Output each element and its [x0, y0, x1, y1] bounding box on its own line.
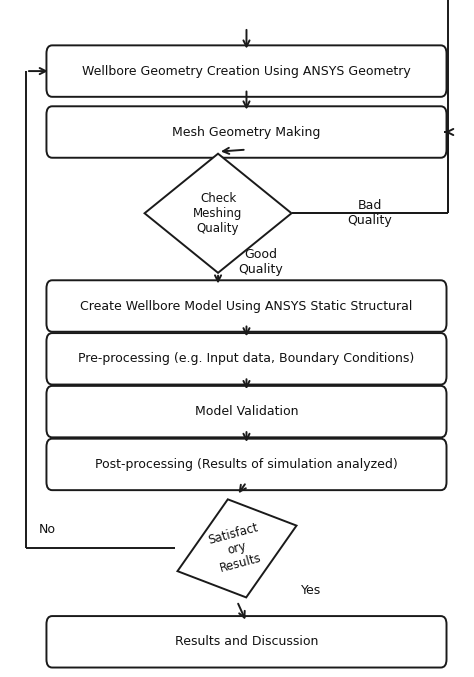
Text: No: No — [39, 523, 56, 536]
Polygon shape — [177, 500, 297, 597]
Text: Results and Discussion: Results and Discussion — [175, 635, 318, 649]
Text: Good
Quality: Good Quality — [238, 248, 283, 276]
FancyBboxPatch shape — [46, 616, 447, 668]
FancyBboxPatch shape — [46, 45, 447, 97]
Text: Yes: Yes — [301, 584, 321, 597]
FancyBboxPatch shape — [46, 333, 447, 385]
Text: Pre-processing (e.g. Input data, Boundary Conditions): Pre-processing (e.g. Input data, Boundar… — [78, 352, 415, 366]
Text: Create Wellbore Model Using ANSYS Static Structural: Create Wellbore Model Using ANSYS Static… — [80, 299, 413, 313]
FancyBboxPatch shape — [46, 439, 447, 490]
FancyBboxPatch shape — [46, 106, 447, 158]
Text: Model Validation: Model Validation — [195, 405, 298, 418]
Text: Bad
Quality: Bad Quality — [347, 199, 392, 227]
FancyBboxPatch shape — [46, 386, 447, 437]
Text: Mesh Geometry Making: Mesh Geometry Making — [172, 125, 321, 139]
Text: Check
Meshing
Quality: Check Meshing Quality — [193, 192, 243, 235]
Text: Wellbore Geometry Creation Using ANSYS Geometry: Wellbore Geometry Creation Using ANSYS G… — [82, 64, 411, 78]
Polygon shape — [145, 154, 292, 273]
Text: Satisfact
ory
Results: Satisfact ory Results — [207, 521, 267, 575]
Text: Post-processing (Results of simulation analyzed): Post-processing (Results of simulation a… — [95, 458, 398, 471]
FancyBboxPatch shape — [46, 280, 447, 332]
